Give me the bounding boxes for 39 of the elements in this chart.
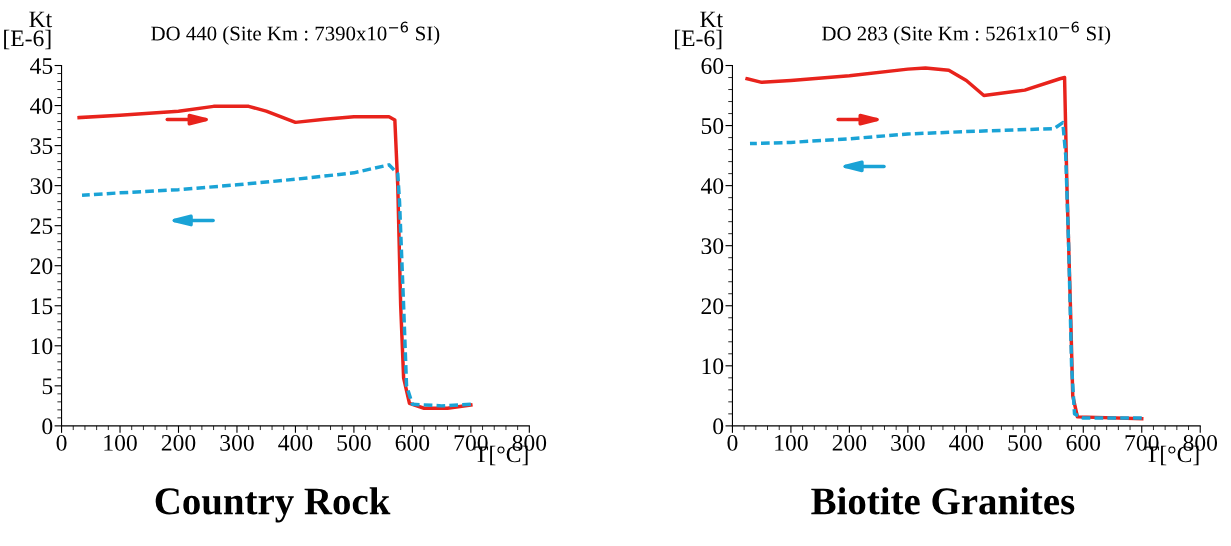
y-axis-title: Kt [E-6] [675, 11, 723, 50]
y-tick-label: 15 [31, 298, 53, 315]
x-tick-label: 300 [891, 434, 925, 451]
y-tick-label: 0 [42, 418, 53, 435]
x-tick-label: 0 [727, 434, 738, 451]
y-tick-label: 60 [701, 58, 724, 74]
x-tick-label: 600 [1066, 434, 1101, 451]
x-tick-label: 100 [775, 434, 808, 451]
y-tick-label: 50 [701, 118, 724, 134]
y-tick-label: 40 [700, 178, 724, 195]
line-series [748, 120, 1144, 420]
y-axis-title: Kt [E-6] [4, 11, 53, 50]
y-tick-label: 20 [30, 258, 53, 275]
y-tick-label: 20 [701, 298, 724, 315]
x-tick-label: 0 [56, 434, 67, 451]
y-tick-label: 0 [713, 418, 724, 435]
x-tick-label: 500 [337, 434, 371, 451]
x-tick-label: 600 [395, 434, 430, 451]
y-tick-label: 25 [30, 218, 53, 235]
y-tick-label: 10 [702, 358, 724, 375]
y-tick-label: 10 [31, 338, 53, 355]
x-tick-label: 200 [161, 434, 196, 451]
x-tick-label: 500 [1008, 434, 1042, 451]
x-tick-label: 200 [832, 434, 867, 451]
x-tick-label: 400 [278, 434, 313, 451]
chart-title: DO 283 (Site Km : 5261x10$^{−6}$ SI) [822, 21, 1111, 45]
y-tick-label: 30 [701, 238, 724, 255]
text: Country Rock [155, 487, 391, 523]
chart-title: DO 440 (Site Km : 7390x10$^{−6}$ SI) [151, 21, 440, 45]
y-tick-label: 30 [30, 178, 53, 195]
x-tick-label: 300 [220, 434, 254, 451]
x-tick-label: 100 [104, 434, 137, 451]
text: Biotite Granites [811, 487, 1075, 515]
x-tick-label: 400 [949, 434, 984, 451]
y-tick-label: 45 [30, 58, 53, 74]
y-tick-label: 35 [30, 138, 53, 155]
y-tick-label: 40 [30, 98, 53, 114]
y-tick-label: 5 [42, 378, 53, 395]
line-series [80, 163, 473, 408]
